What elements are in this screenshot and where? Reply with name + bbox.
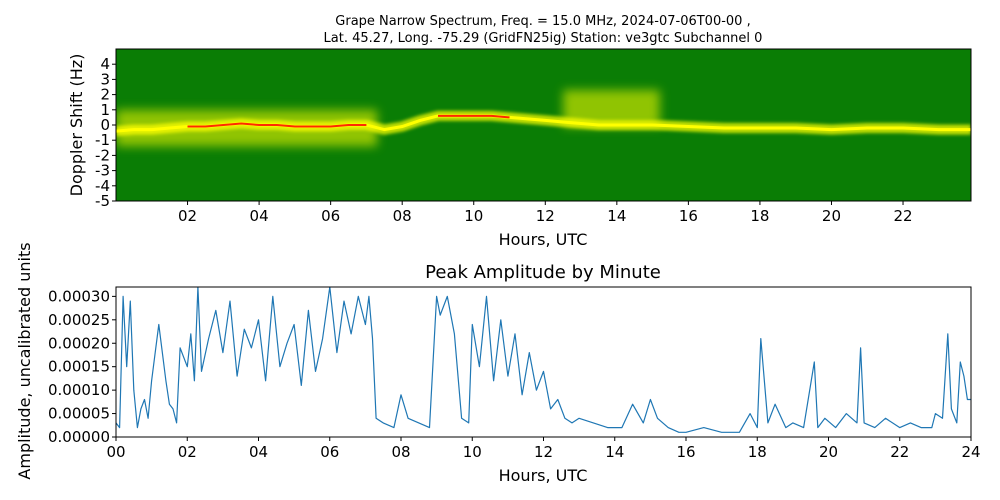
spectrogram-y-tick-label: -1 xyxy=(95,131,110,149)
spectrogram-y-tick-label: 4 xyxy=(100,55,110,73)
spectrogram-x-tick-label: 08 xyxy=(393,207,412,225)
amplitude-y-ticks: 0.00000 0.00005 0.00010 0.00015 0.00020 0.000… xyxy=(48,287,116,446)
spectrogram-x-tick-label: 12 xyxy=(536,207,555,225)
spectrogram-x-tick-label: 22 xyxy=(893,207,912,225)
spectrogram-x-tick-label: 06 xyxy=(321,207,340,225)
amplitude-x-tick-label: 12 xyxy=(534,443,553,461)
amplitude-x-ticks: 00 02 04 06 08 10 12 14 16 18 20 22 24 xyxy=(106,437,981,461)
amplitude-y-label: Amplitude, uncalibrated units xyxy=(15,242,34,479)
amplitude-chart-title: Peak Amplitude by Minute xyxy=(425,262,661,283)
amplitude-frame xyxy=(115,286,972,438)
spectrogram-x-tick-label: 16 xyxy=(679,207,698,225)
amplitude-x-tick-label: 16 xyxy=(676,443,695,461)
amplitude-x-tick-label: 00 xyxy=(106,443,125,461)
amplitude-y-tick-label: 0.00015 xyxy=(48,358,110,376)
amplitude-y-tick-label: 0.00030 xyxy=(48,287,110,305)
amplitude-x-tick-label: 10 xyxy=(463,443,482,461)
spectrogram-x-label: Hours, UTC xyxy=(499,230,588,249)
amplitude-x-tick-label: 02 xyxy=(178,443,197,461)
spectrogram-x-tick-label: 10 xyxy=(464,207,483,225)
amplitude-x-tick-label: 06 xyxy=(320,443,339,461)
spectrogram-y-label: Doppler Shift (Hz) xyxy=(67,54,86,197)
spectrogram-x-tick-label: 18 xyxy=(750,207,769,225)
doppler-peak-1 xyxy=(438,114,510,119)
figure-title-line1: Grape Narrow Spectrum, Freq. = 15.0 MHz,… xyxy=(335,14,750,29)
spectrogram-y-tick-label: -2 xyxy=(95,146,110,164)
spectrogram-y-tick-label: 0 xyxy=(100,116,110,134)
amplitude-series-line xyxy=(116,287,971,433)
amplitude-plot-area xyxy=(116,287,971,433)
amplitude-y-tick-label: 0.00000 xyxy=(48,428,110,446)
amplitude-x-label: Hours, UTC xyxy=(499,466,588,485)
amplitude-y-tick-label: 0.00020 xyxy=(48,334,110,352)
spectrogram-x-tick-label: 02 xyxy=(178,207,197,225)
spectrogram-y-tick-label: -4 xyxy=(95,177,110,195)
amplitude-x-tick-label: 22 xyxy=(890,443,909,461)
spectrogram-x-tick-label: 04 xyxy=(250,207,269,225)
figure-title-line2: Lat. 45.27, Long. -75.29 (GridFN25ig) St… xyxy=(324,31,763,46)
spectrogram-x-tick-label: 20 xyxy=(822,207,841,225)
amplitude-x-tick-label: 08 xyxy=(391,443,410,461)
spectrogram-x-tick-label: 14 xyxy=(607,207,626,225)
spectrogram-x-ticks: 02 04 06 08 10 12 14 16 18 20 22 xyxy=(178,201,913,225)
amplitude-x-tick-label: 18 xyxy=(748,443,767,461)
amplitude-x-tick-label: 14 xyxy=(605,443,624,461)
spectrogram-y-tick-label: -5 xyxy=(95,192,110,210)
spectrogram-y-tick-label: 1 xyxy=(100,101,110,119)
amplitude-y-tick-label: 0.00010 xyxy=(48,381,110,399)
spectrogram-y-tick-label: 2 xyxy=(100,86,110,104)
doppler-peak-0 xyxy=(187,122,367,128)
amplitude-x-tick-label: 04 xyxy=(249,443,268,461)
amplitude-y-tick-label: 0.00025 xyxy=(48,311,110,329)
amplitude-x-tick-label: 24 xyxy=(961,443,980,461)
amplitude-x-tick-label: 20 xyxy=(819,443,838,461)
spectrogram-plot-area xyxy=(116,90,971,147)
amplitude-panel: Peak Amplitude by Minute 00 02 04 06 08 10 12 1… xyxy=(15,242,981,485)
amplitude-y-tick-label: 0.00005 xyxy=(48,405,110,423)
spectrogram-y-tick-label: -3 xyxy=(95,162,110,180)
spectrogram-y-tick-label: 3 xyxy=(100,70,110,88)
